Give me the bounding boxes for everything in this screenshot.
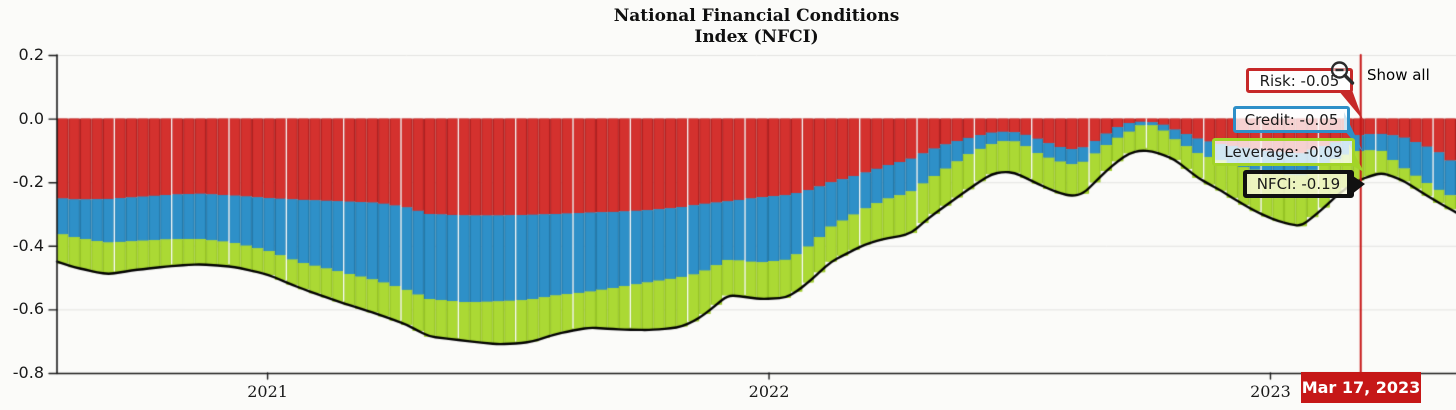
chart-title-line2: Index (NFCI) <box>694 27 819 47</box>
risk-tooltip-text: Risk: -0.05 <box>1259 71 1340 90</box>
y-tick-label: -0.6 <box>12 299 44 319</box>
nfci-tooltip-text: NFCI: -0.19 <box>1256 175 1341 193</box>
nfci-tooltip: NFCI: -0.19 <box>1243 170 1354 198</box>
x-tick-label: 2022 <box>748 382 790 401</box>
y-tick-label: -0.2 <box>12 172 44 192</box>
magnifier-minus-icon[interactable] <box>1329 60 1356 87</box>
nfci-tooltip-tail <box>1347 172 1365 198</box>
leverage-tooltip: Leverage: -0.09 <box>1212 138 1355 166</box>
y-tick-label: 0.0 <box>18 108 44 128</box>
chart-title-line1: National Financial Conditions <box>613 6 900 26</box>
x-tick-label: 2023 <box>1250 382 1291 401</box>
x-tick-label: 2021 <box>247 382 288 401</box>
y-tick-label: -0.4 <box>12 235 44 255</box>
y-tick-label: 0.2 <box>18 45 44 64</box>
show-all-button[interactable]: Show all <box>1367 66 1430 84</box>
page-title: National Financial Conditions Index (NFC… <box>57 6 1456 48</box>
leverage-tooltip-text: Leverage: -0.09 <box>1224 143 1343 161</box>
credit-tooltip-text: Credit: -0.05 <box>1244 110 1339 129</box>
selected-date-badge: Mar 17, 2023 <box>1301 372 1421 403</box>
credit-tooltip: Credit: -0.05 <box>1233 106 1350 133</box>
risk-tooltip-tail <box>1338 90 1363 120</box>
y-tick-label: -0.8 <box>12 363 44 382</box>
selected-date-label: Mar 17, 2023 <box>1301 378 1421 397</box>
